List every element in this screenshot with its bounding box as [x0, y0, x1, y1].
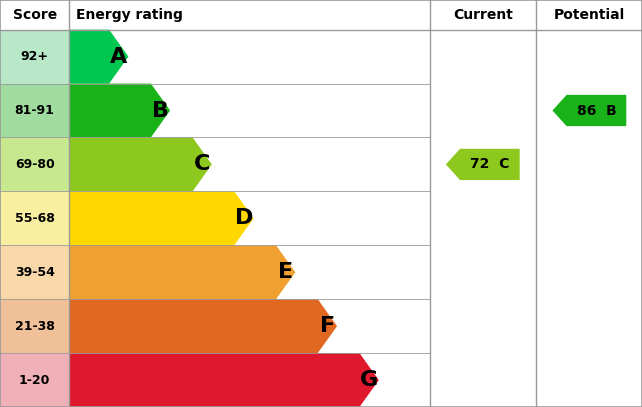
Text: Current: Current: [453, 8, 513, 22]
Bar: [0, 30, 69, 83]
Polygon shape: [69, 245, 295, 299]
Polygon shape: [69, 138, 212, 191]
Text: 55-68: 55-68: [15, 212, 55, 225]
Text: 1-20: 1-20: [19, 374, 50, 387]
Text: A: A: [110, 47, 127, 67]
Text: Score: Score: [13, 8, 56, 22]
Text: 72  C: 72 C: [470, 158, 510, 171]
Bar: [0, 299, 69, 353]
Polygon shape: [69, 299, 337, 353]
Text: D: D: [235, 208, 253, 228]
Text: 86  B: 86 B: [577, 103, 616, 118]
Bar: [0, 191, 69, 245]
Text: Potential: Potential: [553, 8, 625, 22]
Polygon shape: [69, 191, 254, 245]
Bar: [0, 138, 69, 191]
Polygon shape: [552, 95, 626, 126]
Polygon shape: [69, 83, 170, 138]
Text: 92+: 92+: [21, 50, 49, 63]
Text: E: E: [278, 262, 293, 282]
Text: Energy rating: Energy rating: [76, 8, 182, 22]
Text: 81-91: 81-91: [15, 104, 55, 117]
Text: F: F: [320, 316, 335, 336]
Text: 21-38: 21-38: [15, 319, 55, 333]
Text: C: C: [194, 154, 211, 175]
Text: B: B: [152, 101, 169, 120]
Polygon shape: [69, 30, 128, 83]
Polygon shape: [446, 149, 519, 180]
Bar: [0, 353, 69, 407]
Text: 39-54: 39-54: [15, 266, 55, 279]
Bar: [0, 245, 69, 299]
Bar: [0, 83, 69, 138]
Polygon shape: [69, 353, 379, 407]
Text: G: G: [360, 370, 378, 390]
Text: 69-80: 69-80: [15, 158, 55, 171]
